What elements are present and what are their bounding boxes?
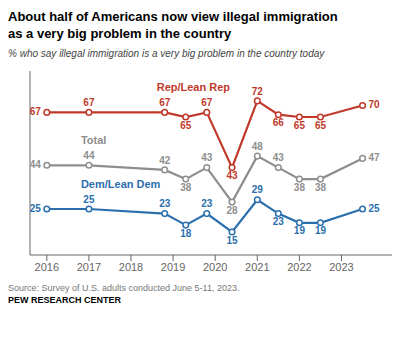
svg-text:43: 43 [201,152,213,163]
svg-text:47: 47 [369,152,381,163]
html-text:as a very big problem in the c: as a very big problem in the country [8,26,232,41]
svg-text:2022: 2022 [287,261,311,273]
svg-text:70: 70 [369,99,381,110]
svg-text:2023: 2023 [329,261,353,273]
svg-text:2018: 2018 [119,261,143,273]
svg-text:2017: 2017 [77,261,101,273]
svg-text:38: 38 [180,182,192,193]
svg-text:43: 43 [226,170,238,181]
svg-text:72: 72 [252,86,264,97]
svg-text:67: 67 [83,97,95,108]
svg-text:38: 38 [294,182,306,193]
svg-text:23: 23 [201,198,213,209]
svg-text:2016: 2016 [35,261,59,273]
svg-text:25: 25 [30,203,41,214]
svg-text:23: 23 [273,216,285,227]
svg-text:42: 42 [159,155,171,166]
svg-text:67: 67 [159,97,171,108]
svg-text:43: 43 [273,152,285,163]
html-text:% who say illegal immigration: % who say illegal immigration is a very … [8,48,325,59]
html-text:Source: Survey of U.S. adults: Source: Survey of U.S. adults conducted … [8,283,240,293]
svg-text:Total: Total [81,134,106,146]
html-text:About half of Americans now vi: About half of Americans now view illegal… [8,9,338,24]
svg-text:19: 19 [315,225,327,236]
svg-text:66: 66 [273,117,285,128]
svg-text:38: 38 [315,182,327,193]
svg-text:48: 48 [252,141,264,152]
svg-text:Rep/Lean Rep: Rep/Lean Rep [157,81,231,93]
svg-text:44: 44 [83,150,95,161]
svg-text:15: 15 [226,235,238,246]
svg-text:44: 44 [30,159,41,170]
svg-text:28: 28 [226,205,238,216]
svg-text:65: 65 [294,120,306,131]
svg-text:25: 25 [369,203,381,214]
html-text:PEW RESEARCH CENTER: PEW RESEARCH CENTER [8,295,121,305]
svg-text:65: 65 [180,120,192,131]
svg-text:67: 67 [201,97,213,108]
svg-text:Dem/Lean Dem: Dem/Lean Dem [81,178,161,190]
svg-text:19: 19 [294,225,306,236]
svg-text:67: 67 [30,106,41,117]
svg-text:65: 65 [315,120,327,131]
svg-text:2019: 2019 [161,261,185,273]
svg-text:29: 29 [252,184,264,195]
svg-text:25: 25 [83,194,95,205]
svg-text:2021: 2021 [245,261,269,273]
svg-text:2020: 2020 [203,261,227,273]
svg-text:23: 23 [159,198,171,209]
svg-text:18: 18 [180,228,192,239]
